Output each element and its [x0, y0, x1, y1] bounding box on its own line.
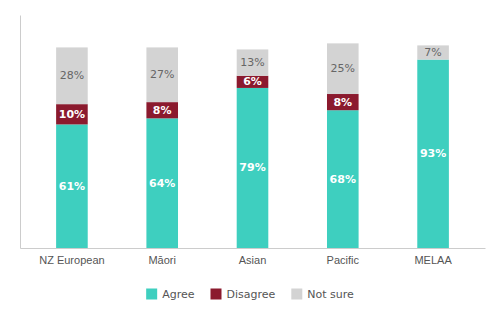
data-label: 68% — [330, 173, 356, 186]
bar — [417, 60, 449, 248]
data-label: 64% — [149, 177, 175, 190]
x-tick: Māori — [148, 254, 176, 266]
data-label: 28% — [60, 69, 84, 82]
data-label: 93% — [420, 147, 446, 160]
x-axis-line — [21, 248, 486, 249]
y-axis — [20, 16, 21, 249]
legend-swatch — [211, 289, 222, 300]
series — [56, 60, 449, 248]
legend-swatch — [291, 289, 302, 300]
data-label: 8% — [153, 104, 172, 117]
legend-item: Not sure — [291, 288, 354, 301]
x-tick-label: NZ European — [39, 254, 104, 266]
data-labels: 61% 64% 79% 68% 93% 10% 8% 6% 8% 28% 27% 13% 25% 7% — [59, 46, 447, 193]
y-axis-line — [20, 16, 21, 249]
bar — [146, 118, 178, 248]
data-label: 61% — [59, 180, 85, 193]
x-tick-label: Asian — [239, 254, 267, 266]
series — [56, 43, 449, 104]
bar — [327, 43, 359, 94]
data-label: 79% — [239, 161, 265, 174]
chart: 61% 64% 79% 68% 93% 10% 8% 6% 8% 28% 27% 13% 25% 7% NZ… — [0, 0, 500, 310]
legend-label: Agree — [162, 288, 195, 301]
data-label: 27% — [150, 68, 174, 81]
data-label: 8% — [333, 96, 352, 109]
bar — [237, 88, 269, 248]
series — [56, 76, 358, 125]
x-tick: Pacific — [327, 254, 360, 266]
x-tick-label: Māori — [148, 254, 176, 266]
bar — [237, 49, 269, 75]
x-tick: MELAA — [414, 254, 452, 266]
bar — [56, 124, 88, 248]
legend: Agree Disagree Not sure — [146, 288, 354, 301]
data-label: 10% — [59, 108, 85, 121]
data-label: 6% — [243, 75, 262, 88]
data-label: 13% — [240, 56, 264, 69]
x-tick: NZ European — [39, 254, 104, 266]
legend-label: Disagree — [227, 288, 276, 301]
bar — [146, 47, 178, 102]
bar — [327, 110, 359, 248]
legend-swatch — [146, 289, 157, 300]
x-tick-label: Pacific — [327, 254, 360, 266]
bar — [237, 76, 269, 88]
data-label: 7% — [424, 46, 441, 59]
plot: 61% 64% 79% 68% 93% 10% 8% 6% 8% 28% 27% 13% 25% 7% NZ… — [21, 16, 486, 267]
bars — [56, 43, 449, 248]
bar — [327, 94, 359, 110]
legend-item: Disagree — [211, 288, 276, 301]
data-label: 25% — [331, 62, 355, 75]
legend-item: Agree — [146, 288, 195, 301]
bar — [417, 45, 449, 59]
x-axis: NZ European Māori Asian Pacific MELAA — [21, 249, 486, 267]
bar — [56, 104, 88, 124]
x-tick: Asian — [239, 254, 267, 266]
bar — [56, 47, 88, 104]
bar — [146, 102, 178, 118]
legend-label: Not sure — [307, 288, 354, 301]
x-tick-label: MELAA — [414, 254, 452, 266]
